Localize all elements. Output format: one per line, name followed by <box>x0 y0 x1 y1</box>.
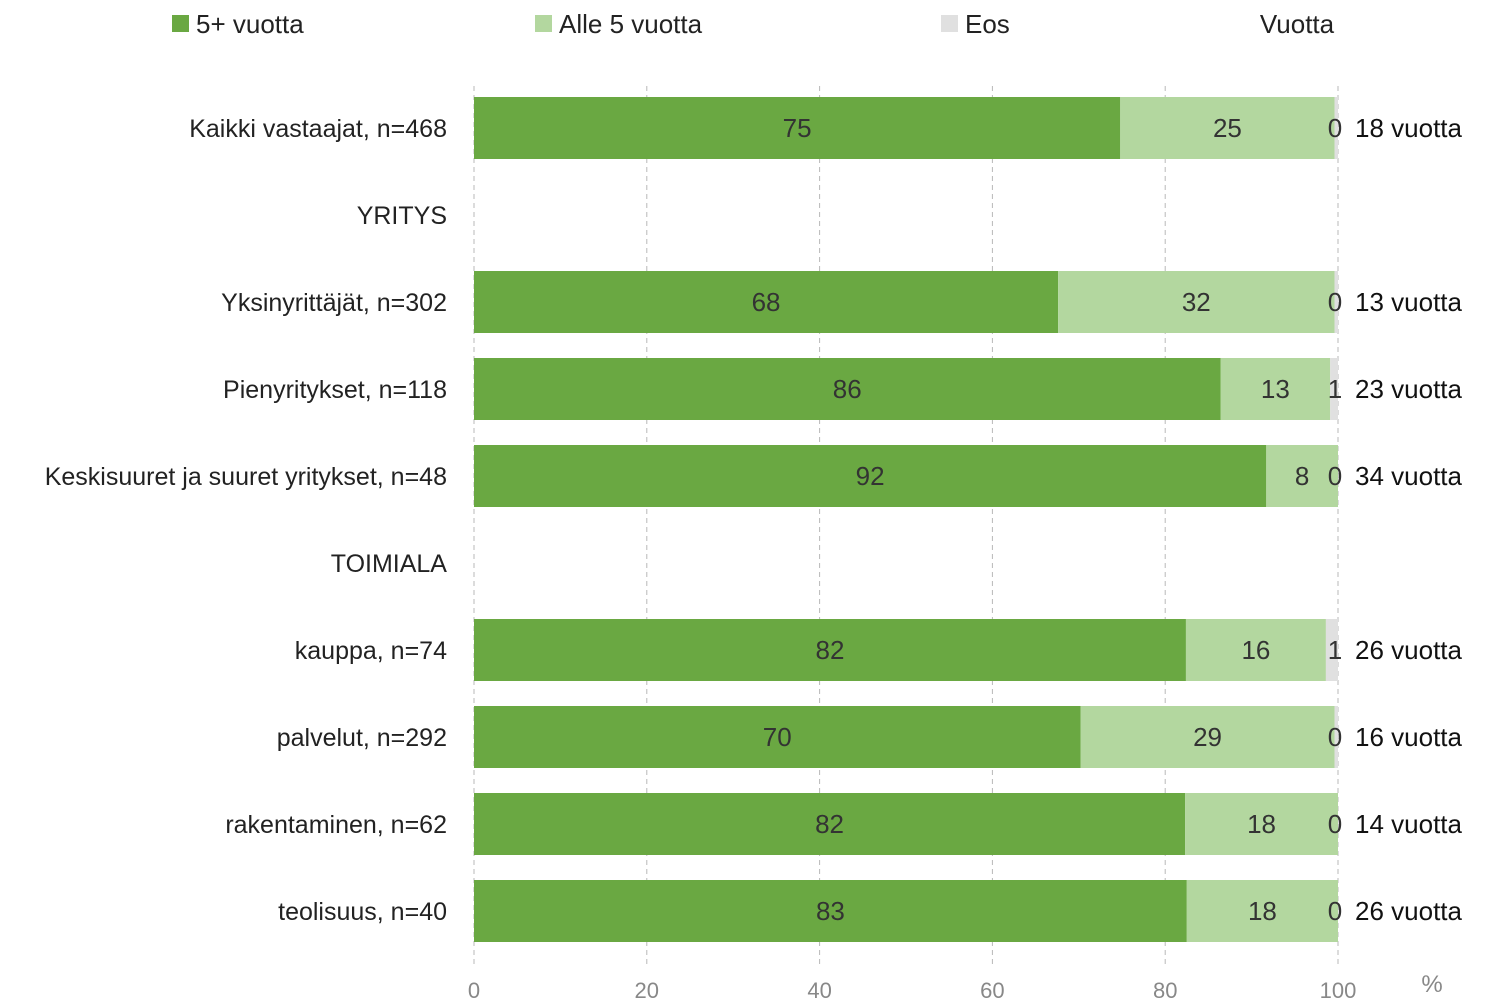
category-label: palvelut, n=292 <box>277 724 447 752</box>
bar-segment <box>1120 97 1335 159</box>
years-column-header: Vuotta <box>1260 9 1335 39</box>
category-label: teolisuus, n=40 <box>278 898 447 926</box>
years-label: 13 vuotta <box>1355 287 1463 317</box>
category-label: YRITYS <box>357 202 447 230</box>
value-label: 68 <box>752 287 781 317</box>
x-axis-unit-label: % <box>1421 971 1442 998</box>
value-label: 0 <box>1328 113 1342 143</box>
bar-segment <box>1266 445 1338 507</box>
years-label: 18 vuotta <box>1355 113 1463 143</box>
years-label: 14 vuotta <box>1355 809 1463 839</box>
x-tick-label: 20 <box>635 978 659 999</box>
year-labels: 18 vuotta 13 vuotta 23 vuotta 34 vuotta 26 v… <box>1355 113 1463 926</box>
years-label: 26 vuotta <box>1355 896 1463 926</box>
value-label: 83 <box>816 896 845 926</box>
bar-segment <box>1185 793 1338 855</box>
legend-label: Eos <box>965 9 1010 39</box>
value-labels: 75 25 068 32 086 13 192 8 082 16 170 29 082 18 083 18 0 <box>752 113 1343 926</box>
years-label: 16 vuotta <box>1355 722 1463 752</box>
value-label: 82 <box>815 809 844 839</box>
bar-segment <box>474 97 1121 159</box>
bars <box>474 97 1338 942</box>
x-tick-label: 40 <box>807 978 831 999</box>
value-label: 86 <box>833 374 862 404</box>
category-label: TOIMIALA <box>331 550 448 578</box>
bar-segment <box>474 880 1187 942</box>
value-label: 1 <box>1328 374 1342 404</box>
legend-label: Alle 5 vuotta <box>559 9 703 39</box>
legend-swatch <box>941 15 958 32</box>
category-label: Pienyritykset, n=118 <box>223 376 447 404</box>
category-label: kauppa, n=74 <box>295 637 447 665</box>
bar-segment <box>474 358 1221 420</box>
legend-swatch <box>535 15 552 32</box>
bar-segment <box>474 706 1081 768</box>
value-label: 18 <box>1248 896 1277 926</box>
bar-segment <box>474 271 1059 333</box>
value-label: 18 <box>1247 809 1276 839</box>
x-tick-label: 60 <box>980 978 1004 999</box>
bar-segment <box>474 445 1267 507</box>
value-label: 0 <box>1328 809 1342 839</box>
x-tick-label: 80 <box>1153 978 1177 999</box>
value-label: 70 <box>763 722 792 752</box>
value-label: 0 <box>1328 287 1342 317</box>
value-label: 13 <box>1261 374 1290 404</box>
years-label: 26 vuotta <box>1355 635 1463 665</box>
legend-label: 5+ vuotta <box>196 9 304 39</box>
bar-segment <box>1080 706 1335 768</box>
bar-segment <box>1185 619 1326 681</box>
legend-swatch <box>172 15 189 32</box>
value-label: 29 <box>1193 722 1222 752</box>
bar-segment <box>1334 97 1338 159</box>
bar-segment <box>1186 880 1338 942</box>
x-tick-label: 0 <box>468 978 480 999</box>
bar-segment <box>1325 619 1338 681</box>
value-label: 0 <box>1328 896 1342 926</box>
value-label: 75 <box>783 113 812 143</box>
value-label: 25 <box>1213 113 1242 143</box>
value-label: 1 <box>1328 635 1342 665</box>
category-label: Yksinyrittäjät, n=302 <box>221 289 447 317</box>
bar-segment <box>474 793 1186 855</box>
x-axis-ticks: 0 20 40 60 80 100 <box>468 978 1356 999</box>
category-label: Kaikki vastaajat, n=468 <box>189 115 447 143</box>
value-label: 0 <box>1328 461 1342 491</box>
value-label: 0 <box>1328 722 1342 752</box>
bar-segment <box>1334 706 1338 768</box>
category-label: rakentaminen, n=62 <box>225 811 447 839</box>
gridlines <box>473 86 1339 968</box>
value-label: 32 <box>1182 287 1211 317</box>
bar-segment <box>1334 271 1338 333</box>
bar-segment <box>1220 358 1331 420</box>
value-label: 92 <box>856 461 885 491</box>
value-label: 16 <box>1241 635 1270 665</box>
bar-segment <box>1330 358 1338 420</box>
bar-segment <box>474 619 1186 681</box>
category-labels: Kaikki vastaajat, n=468 YRITYS Yksinyrittä… <box>45 115 448 926</box>
value-label: 8 <box>1295 461 1309 491</box>
category-label: Keskisuuret ja suuret yritykset, n=48 <box>45 463 447 491</box>
legend: 5+ vuotta Alle 5 vuotta Eos <box>172 9 1010 39</box>
bar-segment <box>1058 271 1335 333</box>
x-tick-label: 100 <box>1320 978 1357 999</box>
years-label: 34 vuotta <box>1355 461 1463 491</box>
value-label: 82 <box>816 635 845 665</box>
years-label: 23 vuotta <box>1355 374 1463 404</box>
